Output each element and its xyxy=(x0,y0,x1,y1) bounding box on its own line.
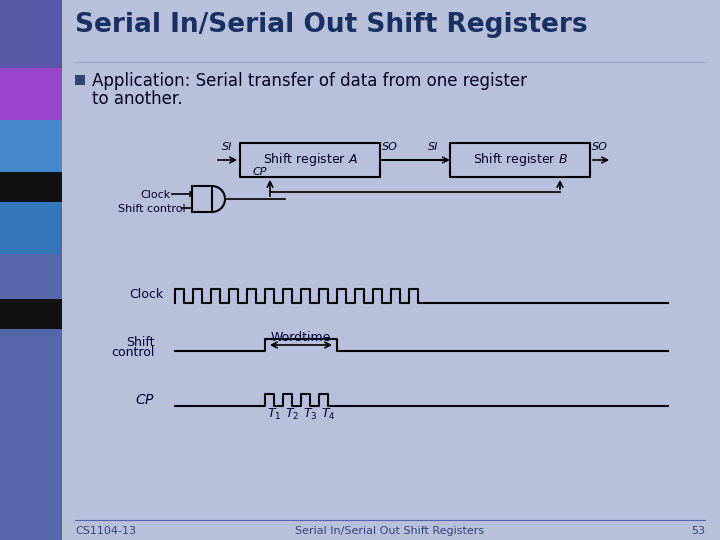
Text: $T_1$: $T_1$ xyxy=(267,407,282,422)
Text: SO: SO xyxy=(382,142,398,152)
FancyBboxPatch shape xyxy=(192,186,212,212)
Text: CS1104-13: CS1104-13 xyxy=(75,526,136,536)
Text: $CP$: $CP$ xyxy=(135,393,155,407)
Text: Serial In/Serial Out Shift Registers: Serial In/Serial Out Shift Registers xyxy=(295,526,485,536)
Bar xyxy=(0,172,62,202)
Text: $T_3$: $T_3$ xyxy=(302,407,318,422)
Text: Shift: Shift xyxy=(127,335,155,348)
Text: $T_4$: $T_4$ xyxy=(320,407,336,422)
Text: control: control xyxy=(112,347,155,360)
Bar xyxy=(0,299,62,329)
Text: Clock: Clock xyxy=(129,288,163,301)
Bar xyxy=(0,120,62,172)
FancyBboxPatch shape xyxy=(240,143,380,177)
Bar xyxy=(0,254,62,299)
Text: Shift register $B$: Shift register $B$ xyxy=(472,152,567,168)
Bar xyxy=(0,68,62,120)
Text: CP: CP xyxy=(253,167,268,177)
Text: to another.: to another. xyxy=(92,90,182,108)
Text: Clock: Clock xyxy=(140,190,170,200)
Text: Shift control: Shift control xyxy=(118,204,186,214)
Bar xyxy=(0,202,62,254)
Text: SI: SI xyxy=(428,142,438,152)
Text: Serial In/Serial Out Shift Registers: Serial In/Serial Out Shift Registers xyxy=(75,12,588,38)
Text: SI: SI xyxy=(222,142,233,152)
Text: 53: 53 xyxy=(691,526,705,536)
Text: SO: SO xyxy=(592,142,608,152)
Bar xyxy=(75,75,85,85)
Text: Wordtime: Wordtime xyxy=(271,331,331,344)
Text: Shift register $A$: Shift register $A$ xyxy=(263,152,357,168)
FancyBboxPatch shape xyxy=(450,143,590,177)
Text: $T_2$: $T_2$ xyxy=(285,407,299,422)
Bar xyxy=(0,329,62,540)
Text: Application: Serial transfer of data from one register: Application: Serial transfer of data fro… xyxy=(92,72,527,90)
Bar xyxy=(0,0,62,68)
